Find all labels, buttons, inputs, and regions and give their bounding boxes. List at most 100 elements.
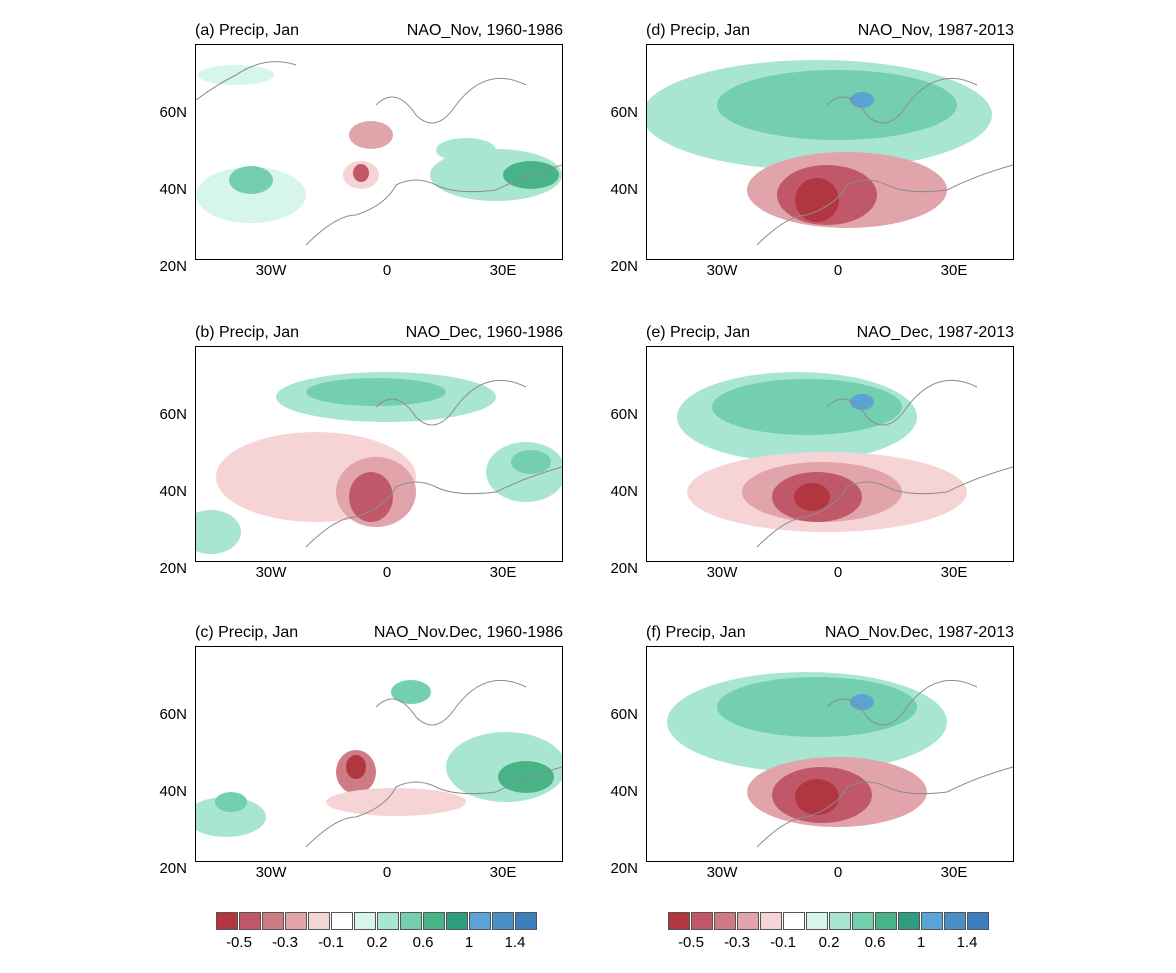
- lon-label: 30E: [940, 564, 968, 581]
- map-c: [195, 646, 563, 862]
- panel-e: (e) Precip, Jan NAO_Dec, 1987-2013 60N 4…: [610, 324, 1064, 584]
- colorbar-label: 0.6: [412, 934, 434, 951]
- colorbar-box: [806, 912, 828, 930]
- lon-label: 30W: [255, 262, 287, 279]
- panel-a: (a) Precip, Jan NAO_Nov, 1960-1986 60N 4…: [159, 22, 613, 282]
- colorbar-box: [262, 912, 284, 930]
- colorbar-label: 0.2: [366, 934, 388, 951]
- colorbar-box: [760, 912, 782, 930]
- panel-d: (d) Precip, Jan NAO_Nov, 1987-2013 60N 4…: [610, 22, 1064, 282]
- colorbar-box: [446, 912, 468, 930]
- colorbar-box: [898, 912, 920, 930]
- lon-label: 30W: [706, 864, 738, 881]
- colorbar-label: 1.4: [504, 934, 526, 951]
- lon-label: 30W: [255, 864, 287, 881]
- lat-label: 60N: [610, 406, 638, 423]
- panel-title: (e) Precip, Jan: [646, 324, 751, 341]
- panel-subtitle: NAO_Nov, 1960-1986: [406, 22, 563, 39]
- colorbar-box: [492, 912, 514, 930]
- colorbar-box: [239, 912, 261, 930]
- lat-label: 20N: [610, 560, 638, 577]
- panel-subtitle: NAO_Nov.Dec, 1987-2013: [824, 624, 1014, 641]
- colorbar-box: [875, 912, 897, 930]
- lat-label: 60N: [159, 706, 187, 723]
- panel-subtitle: NAO_Nov.Dec, 1960-1986: [373, 624, 563, 641]
- colorbar-box: [852, 912, 874, 930]
- lat-label: 20N: [610, 860, 638, 877]
- colorbar-label: 1: [464, 934, 474, 951]
- colorbar-box: [377, 912, 399, 930]
- colorbar-box: [691, 912, 713, 930]
- colorbar-label: -0.5: [226, 934, 252, 951]
- lon-label: 30W: [255, 564, 287, 581]
- map-d: [646, 44, 1014, 260]
- colorbar-label: -0.5: [678, 934, 704, 951]
- colorbar-box: [216, 912, 238, 930]
- lon-label: 30E: [489, 262, 517, 279]
- colorbar-box: [714, 912, 736, 930]
- colorbar-box: [400, 912, 422, 930]
- lat-label: 60N: [159, 406, 187, 423]
- lat-label: 60N: [610, 706, 638, 723]
- panel-title: (f) Precip, Jan: [646, 624, 746, 641]
- colorbar-label: -0.3: [272, 934, 298, 951]
- lon-label: 30W: [706, 564, 738, 581]
- lon-label: 0: [833, 262, 843, 279]
- lat-label: 40N: [610, 181, 638, 198]
- colorbar-box: [944, 912, 966, 930]
- colorbar-label: -0.1: [770, 934, 796, 951]
- colorbar-box: [469, 912, 491, 930]
- lat-label: 40N: [610, 783, 638, 800]
- panel-b: (b) Precip, Jan NAO_Dec, 1960-1986 60N 4…: [159, 324, 613, 584]
- panel-subtitle: NAO_Dec, 1960-1986: [405, 324, 563, 341]
- map-e: [646, 346, 1014, 562]
- colorbar-box: [354, 912, 376, 930]
- panel-title: (c) Precip, Jan: [195, 624, 299, 641]
- colorbar-box: [967, 912, 989, 930]
- lat-label: 60N: [610, 104, 638, 121]
- colorbar-label: 0.2: [818, 934, 840, 951]
- lat-label: 40N: [159, 783, 187, 800]
- lat-label: 20N: [159, 258, 187, 275]
- map-a: [195, 44, 563, 260]
- lon-label: 0: [382, 262, 392, 279]
- lon-label: 0: [382, 564, 392, 581]
- colorbar-box: [783, 912, 805, 930]
- colorbar-box: [308, 912, 330, 930]
- colorbar-right: -0.5 -0.3 -0.1 0.2 0.6 1 1.4: [668, 912, 998, 962]
- map-f: [646, 646, 1014, 862]
- lat-label: 20N: [159, 560, 187, 577]
- panel-subtitle: NAO_Nov, 1987-2013: [857, 22, 1014, 39]
- colorbar-label: 0.6: [864, 934, 886, 951]
- lat-label: 40N: [610, 483, 638, 500]
- colorbar-box: [668, 912, 690, 930]
- lon-label: 30E: [940, 864, 968, 881]
- colorbar-box: [285, 912, 307, 930]
- panel-title: (b) Precip, Jan: [195, 324, 300, 341]
- lon-label: 30E: [940, 262, 968, 279]
- colorbar-label: -0.1: [318, 934, 344, 951]
- colorbar-label: 1: [916, 934, 926, 951]
- lat-label: 40N: [159, 483, 187, 500]
- lon-label: 30W: [706, 262, 738, 279]
- lat-label: 20N: [610, 258, 638, 275]
- colorbar-box: [423, 912, 445, 930]
- map-b: [195, 346, 563, 562]
- lon-label: 30E: [489, 564, 517, 581]
- panel-title: (a) Precip, Jan: [195, 22, 300, 39]
- lon-label: 0: [833, 564, 843, 581]
- lat-label: 60N: [159, 104, 187, 121]
- panel-title: (d) Precip, Jan: [646, 22, 751, 39]
- lat-label: 40N: [159, 181, 187, 198]
- colorbar-box: [921, 912, 943, 930]
- colorbar-label: -0.3: [724, 934, 750, 951]
- lon-label: 0: [382, 864, 392, 881]
- lon-label: 0: [833, 864, 843, 881]
- colorbar-box: [829, 912, 851, 930]
- colorbar-label: 1.4: [956, 934, 978, 951]
- panel-c: (c) Precip, Jan NAO_Nov.Dec, 1960-1986 6…: [159, 624, 613, 884]
- colorbar-box: [737, 912, 759, 930]
- lat-label: 20N: [159, 860, 187, 877]
- colorbar-box: [331, 912, 353, 930]
- lon-label: 30E: [489, 864, 517, 881]
